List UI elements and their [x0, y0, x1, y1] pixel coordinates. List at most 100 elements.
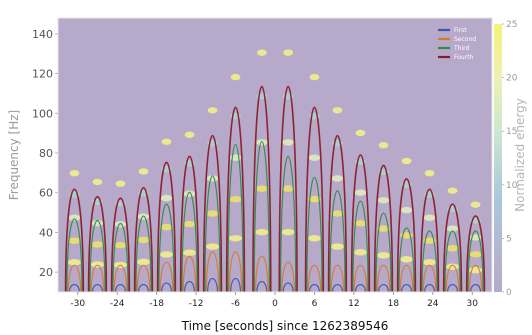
energy-blob — [206, 175, 219, 182]
x-tick-label: -24 — [110, 299, 125, 309]
energy-blob — [255, 228, 269, 236]
colorbar-label: Normalized energy — [513, 98, 527, 212]
energy-blob — [91, 241, 104, 248]
arch-first — [447, 283, 459, 293]
arch-fourth — [278, 85, 298, 293]
arch-fourth — [179, 155, 200, 293]
x-tick-label: 18 — [388, 299, 400, 309]
energy-blob — [423, 214, 436, 221]
y-tick-label: 80 — [39, 147, 53, 160]
legend-label-second: Second — [454, 36, 476, 43]
colorbar-tick-label: 0 — [506, 288, 512, 298]
energy-blob — [376, 252, 391, 259]
energy-blob — [332, 107, 343, 114]
energy-blob — [355, 129, 366, 137]
arch-first — [355, 283, 366, 293]
energy-blob — [92, 178, 103, 186]
plot-background — [58, 18, 492, 292]
energy-blob — [138, 168, 149, 175]
arch-second — [205, 251, 220, 293]
energy-blob — [161, 138, 172, 145]
x-tick-label: 24 — [427, 299, 439, 309]
arch-fourth — [156, 161, 177, 293]
energy-blob — [400, 206, 413, 214]
arch-third — [204, 175, 221, 293]
energy-blob — [137, 213, 150, 220]
arch-first — [378, 283, 389, 293]
legend: First Second Third Fourth — [434, 23, 484, 63]
colorbar: 0 5 10 15 20 25 Normalized energy — [494, 20, 527, 298]
arch-first — [308, 283, 320, 293]
arch-second — [445, 264, 460, 293]
energy-blob — [160, 194, 173, 202]
energy-blob — [114, 221, 127, 228]
colorbar-strip — [494, 24, 502, 292]
energy-blob — [308, 195, 321, 203]
energy-blob — [447, 187, 458, 194]
energy-blob — [228, 235, 243, 242]
energy-blob — [114, 242, 127, 249]
arch-first — [184, 280, 195, 293]
energy-blob — [282, 139, 294, 146]
arch-second — [255, 255, 269, 293]
energy-blob — [184, 131, 195, 138]
arch-fourth — [465, 215, 486, 293]
arch-second — [67, 264, 82, 293]
energy-blob — [283, 49, 294, 56]
arch-fourth — [225, 106, 246, 293]
energy-blob — [90, 261, 105, 268]
arch-first — [161, 282, 172, 293]
colorbar-tick-label: 15 — [506, 127, 517, 137]
x-tick-label: 0 — [272, 299, 278, 309]
energy-blob — [470, 201, 481, 208]
energy-blob — [354, 220, 367, 227]
arch-fourth — [396, 178, 417, 293]
arch-fourth — [64, 188, 85, 293]
energy-blob — [207, 107, 218, 114]
colorbar-tick-label: 20 — [506, 74, 518, 84]
arch-third — [89, 220, 106, 293]
arch-second — [159, 261, 174, 293]
x-tick-label: -12 — [189, 299, 204, 309]
y-axis-label: Frequency [Hz] — [7, 110, 21, 201]
energy-blob — [424, 169, 435, 177]
energy-blob — [67, 259, 81, 266]
arch-second — [90, 264, 105, 293]
energy-blob — [401, 157, 412, 165]
arch-second — [353, 264, 368, 293]
energy-blob — [256, 49, 267, 56]
arch-fourth — [87, 196, 108, 293]
arch-third — [181, 191, 198, 293]
x-tick-label: 12 — [348, 299, 359, 309]
energy-blob — [377, 197, 390, 204]
axes: -30 -24 -18 -12 -6 0 6 12 18 24 30 20 40 60 80 100 120 14… — [7, 17, 493, 333]
arch-third — [421, 230, 438, 293]
energy-blob — [330, 243, 345, 250]
x-tick-label: 6 — [312, 299, 318, 309]
arch-first — [256, 280, 268, 293]
legend-label-first: First — [454, 27, 467, 34]
arch-first — [68, 283, 80, 293]
arch-first — [282, 282, 294, 293]
energy-blob — [309, 73, 320, 81]
arch-third — [306, 176, 323, 293]
energy-blob — [69, 169, 80, 177]
energy-blob — [205, 243, 220, 250]
legend-label-fourth: Fourth — [454, 54, 474, 61]
arch-fourth — [350, 154, 371, 293]
energy-blob — [423, 237, 436, 244]
energy-blob — [115, 180, 126, 187]
energy-blob — [399, 256, 414, 263]
energy-blob — [331, 175, 344, 182]
arch-first — [401, 283, 412, 293]
energy-blob — [206, 210, 219, 217]
arch-second — [468, 264, 483, 293]
arch-third — [158, 203, 175, 293]
arch-first — [331, 283, 343, 293]
arch-first — [424, 283, 436, 293]
arch-third — [253, 141, 270, 293]
energy-blob — [159, 251, 174, 258]
energy-blob — [307, 235, 322, 242]
arch-fourth — [442, 203, 463, 293]
arch-second — [136, 264, 151, 293]
